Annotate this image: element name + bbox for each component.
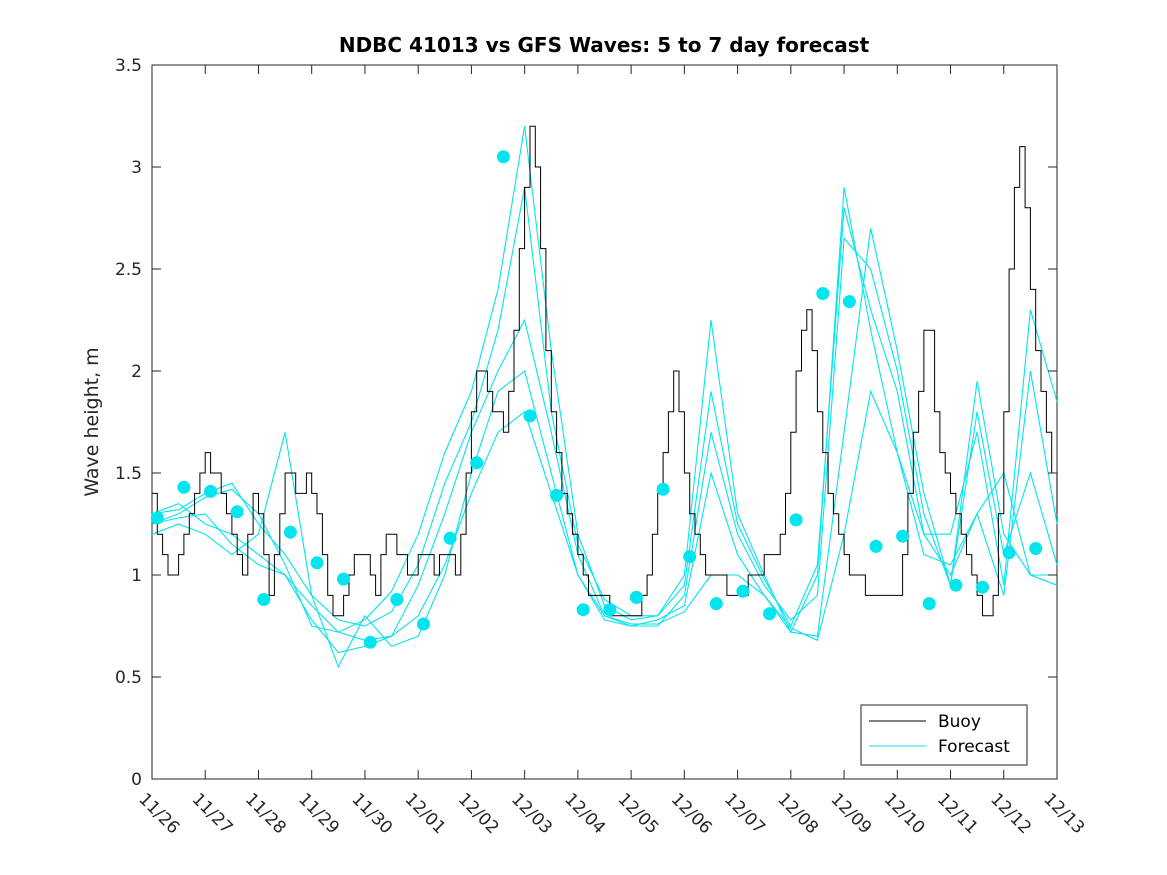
forecast-series-line-3 — [151, 228, 1058, 669]
forecast-marker — [550, 488, 564, 502]
y-axis-label: Wave height, m — [81, 347, 103, 496]
forecast-marker — [949, 578, 963, 592]
forecast-marker — [443, 531, 457, 545]
forecast-marker — [390, 593, 404, 606]
forecast-marker — [976, 580, 989, 594]
y-tick-label: 3 — [131, 158, 142, 178]
forecast-marker — [417, 617, 430, 631]
y-tick-label: 0 — [131, 770, 142, 790]
forecast-marker — [816, 287, 830, 300]
forecast-marker — [310, 556, 324, 570]
y-tick-label: 2 — [131, 362, 142, 382]
forecast-series-line-5 — [151, 187, 1058, 628]
forecast-marker — [683, 550, 697, 564]
forecast-marker — [177, 480, 191, 494]
forecast-marker — [496, 150, 510, 164]
legend-forecast-label: Forecast — [938, 737, 1010, 757]
forecast-marker — [363, 635, 377, 649]
forecast-marker — [842, 295, 856, 309]
forecast-marker — [922, 597, 936, 611]
buoy-series-line — [152, 125, 1058, 617]
forecast-marker — [656, 482, 670, 496]
legend-box — [860, 704, 1028, 766]
forecast-marker — [763, 607, 776, 621]
forecast-marker — [736, 584, 750, 598]
y-tick-label: 2.5 — [115, 260, 142, 280]
forecast-marker — [1029, 542, 1043, 555]
y-tick-label: 1 — [131, 566, 142, 586]
forecast-marker — [204, 484, 218, 498]
forecast-marker — [283, 525, 297, 539]
forecast-series-line-4 — [151, 389, 1057, 642]
forecast-marker — [150, 511, 164, 525]
y-tick-label: 3.5 — [115, 56, 142, 76]
buoy-line — [152, 125, 1058, 617]
forecast-marker — [789, 513, 803, 527]
plot-area — [150, 64, 1058, 780]
forecast-marker — [257, 593, 271, 606]
forecast-marker — [230, 505, 244, 519]
legend-buoy-label: Buoy — [938, 712, 981, 732]
forecast-marker — [1002, 546, 1016, 560]
legend: Buoy Forecast — [860, 704, 1028, 766]
forecast-marker — [869, 539, 883, 553]
forecast-marker — [576, 603, 590, 617]
y-tick-label: 0.5 — [115, 668, 142, 688]
axes-frame — [151, 64, 1058, 780]
forecast-lines — [151, 126, 1058, 669]
y-tick-label: 1.5 — [115, 464, 142, 484]
chart-title: NDBC 41013 vs GFS Waves: 5 to 7 day fore… — [339, 33, 870, 57]
y-axis: 0 0.5 1 1.5 2 2.5 3 3.5 — [115, 56, 1057, 790]
forecast-marker — [337, 572, 351, 586]
forecast-marker — [523, 409, 537, 423]
forecast-markers — [150, 150, 1043, 649]
forecast-marker — [603, 603, 617, 617]
forecast-marker — [629, 590, 643, 604]
forecast-marker — [896, 529, 910, 543]
forecast-marker — [470, 456, 484, 470]
forecast-marker — [709, 597, 723, 611]
